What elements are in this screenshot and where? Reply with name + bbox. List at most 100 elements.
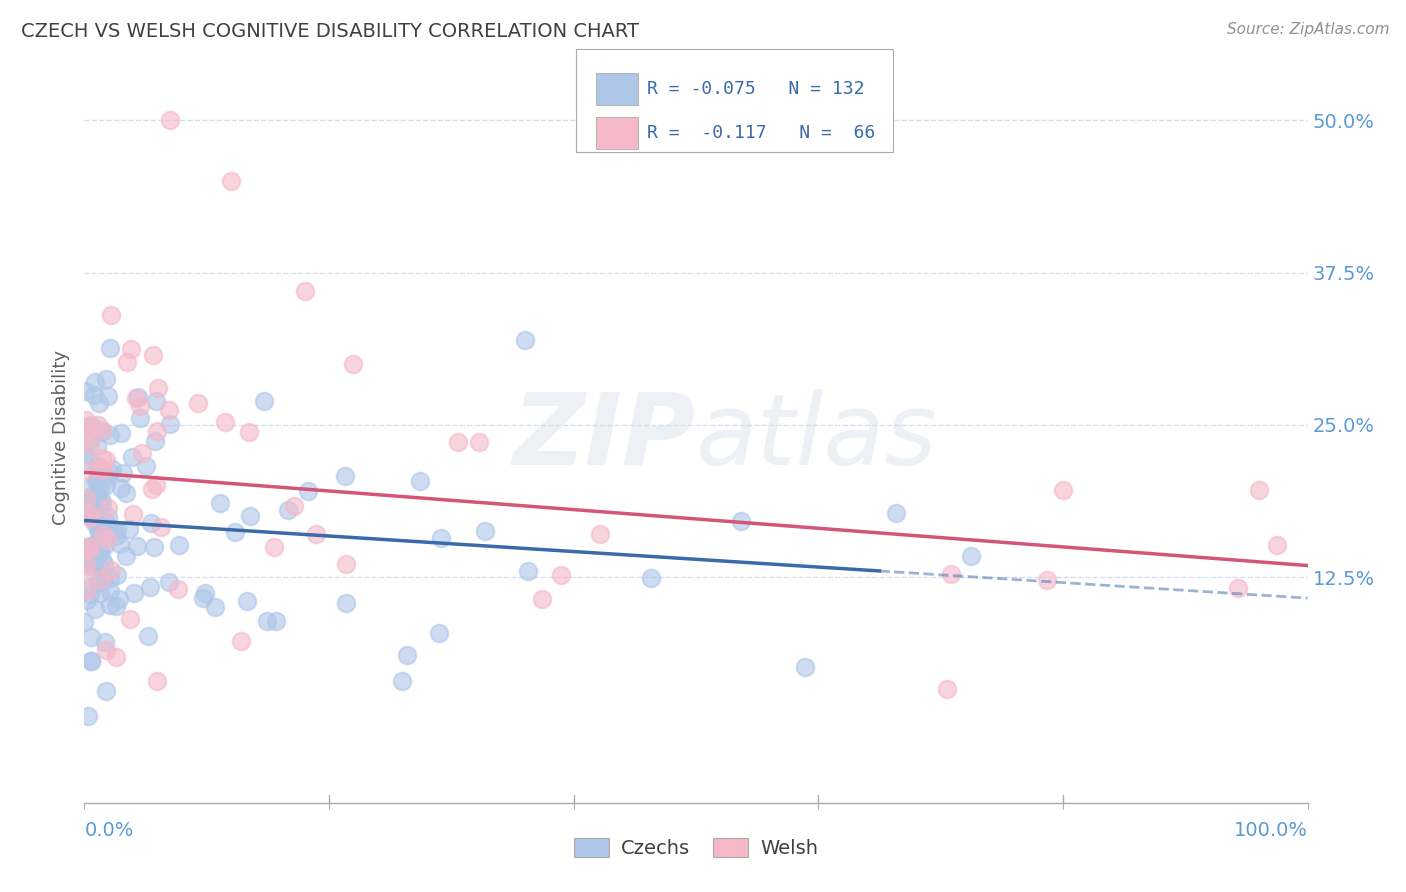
Point [75,431,97,445]
Point [96,478,118,492]
Point [263,540,285,554]
Point [94,472,117,486]
Point [77,559,100,574]
Point [204,599,226,614]
Point [80,418,103,433]
Point [84,474,107,488]
Point [187,395,209,409]
Point [236,593,259,607]
Point [125,392,148,406]
Point [94,635,117,649]
Text: 0.0%: 0.0% [84,821,134,840]
Point [77,491,100,505]
Text: 100.0%: 100.0% [1233,821,1308,840]
Point [960,549,983,563]
Point [105,599,128,614]
Point [224,525,246,540]
Point [121,450,143,464]
Point [517,564,540,578]
Point [79,586,101,600]
Point [75,504,97,518]
Point [128,399,150,413]
Point [90,562,112,576]
Text: CZECH VS WELSH COGNITIVE DISABILITY CORRELATION CHART: CZECH VS WELSH COGNITIVE DISABILITY CORR… [21,22,640,41]
Point [80,654,103,668]
Point [105,650,128,665]
Point [530,592,553,607]
Point [80,499,103,513]
Point [77,543,100,558]
Point [294,284,316,298]
Point [97,501,120,516]
Point [73,615,96,630]
Point [139,580,162,594]
Point [105,568,128,582]
Point [219,174,242,188]
Point [105,529,128,543]
Point [96,453,118,467]
Point [124,586,146,600]
Point [110,481,132,495]
Point [82,489,104,503]
Point [335,596,357,610]
Point [107,591,129,606]
Point [194,585,217,599]
Point [115,486,138,500]
Point [76,541,98,556]
Text: atlas: atlas [696,389,938,485]
Point [1052,483,1074,498]
Point [94,514,117,528]
Point [136,629,159,643]
Point [89,545,111,559]
Point [76,540,98,554]
Point [79,539,101,553]
Point [143,434,166,448]
Point [82,500,104,515]
Point [76,434,98,449]
Point [118,522,141,536]
Point [277,503,299,517]
Point [139,516,162,530]
Point [96,532,118,546]
Point [427,625,450,640]
Point [588,527,610,541]
Point [474,524,496,538]
Legend: Czechs, Welsh: Czechs, Welsh [567,830,825,866]
Point [129,411,152,425]
Point [131,445,153,459]
Point [93,571,115,585]
Point [89,532,111,546]
Point [87,522,110,536]
Point [97,389,120,403]
Point [145,477,167,491]
Point [80,654,103,668]
Point [79,541,101,556]
Point [83,388,105,402]
Point [467,434,489,449]
Point [110,537,132,551]
Point [79,630,101,644]
Point [333,469,356,483]
Point [127,390,149,404]
Point [100,308,122,322]
Point [76,508,98,522]
Text: Source: ZipAtlas.com: Source: ZipAtlas.com [1226,22,1389,37]
Point [87,418,110,433]
Point [169,538,191,552]
Point [93,557,115,571]
Point [90,552,112,566]
Point [941,567,963,582]
Point [120,342,142,356]
Point [191,591,214,605]
Point [97,521,120,535]
Point [146,381,169,395]
Point [91,423,114,437]
Point [1227,582,1250,596]
Point [238,425,260,439]
Point [793,659,815,673]
Point [107,523,129,537]
Y-axis label: Cognitive Disability: Cognitive Disability [52,350,70,524]
Point [256,615,278,629]
Point [112,467,135,481]
Point [90,574,112,589]
